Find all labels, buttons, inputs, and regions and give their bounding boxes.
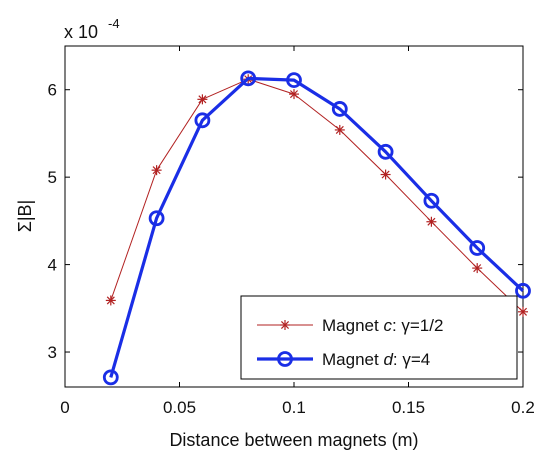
legend-marker-asterisk	[280, 320, 290, 330]
data-point-circle	[194, 112, 211, 129]
legend-label: Magnet c: γ=1/2	[322, 316, 443, 335]
legend-label: Magnet d: γ=4	[322, 350, 430, 369]
data-point-circle	[286, 72, 302, 88]
data-point-circle	[515, 282, 531, 299]
x-tick-label: 0	[60, 398, 69, 417]
series-line	[109, 76, 525, 378]
data-point-asterisk	[426, 216, 437, 227]
series-2	[102, 70, 531, 386]
data-point-circle	[469, 240, 486, 256]
data-point-asterisk	[518, 306, 528, 317]
data-point-asterisk	[289, 89, 299, 100]
x-axis-label: Distance between magnets (m)	[169, 430, 418, 450]
series-line	[110, 78, 524, 313]
data-point-circle	[102, 369, 119, 386]
y-axis-label: Σ|B|	[15, 200, 35, 232]
x-tick-label: 0.05	[163, 398, 196, 417]
x-tick-label: 0.15	[392, 398, 425, 417]
legend-entry: Magnet d: γ=4	[257, 350, 430, 369]
y-tick-label: 5	[48, 168, 57, 187]
legend-entry: Magnet c: γ=1/2	[257, 316, 443, 335]
y-tick-label: 4	[48, 256, 57, 275]
legend-marker-circle	[277, 351, 293, 367]
data-point-asterisk	[151, 165, 162, 176]
data-point-circle	[331, 101, 348, 117]
x-tick-label: 0.2	[511, 398, 535, 417]
series-layer	[102, 70, 531, 386]
data-point-circle	[240, 70, 257, 87]
data-point-asterisk	[334, 124, 345, 135]
data-point-asterisk	[380, 169, 391, 180]
data-point-circle	[423, 192, 440, 209]
data-point-asterisk	[197, 94, 208, 105]
x-tick-label: 0.1	[282, 398, 306, 417]
scale-label-prefix: x 10	[64, 22, 98, 42]
legend: Magnet c: γ=1/2 Magnet d: γ=4	[240, 295, 518, 380]
data-point-circle	[148, 210, 165, 227]
legend-items: Magnet c: γ=1/2 Magnet d: γ=4	[257, 316, 443, 369]
data-point-asterisk	[472, 263, 483, 274]
scale-label-exponent: -4	[108, 16, 120, 31]
data-point-circle	[377, 143, 394, 160]
ticks-layer: 0 0.05 0.1 0.15 0.2 3 4 5 6	[48, 46, 535, 417]
data-point-asterisk	[105, 295, 116, 306]
y-tick-label: 6	[48, 81, 57, 100]
y-tick-label: 3	[48, 343, 57, 362]
